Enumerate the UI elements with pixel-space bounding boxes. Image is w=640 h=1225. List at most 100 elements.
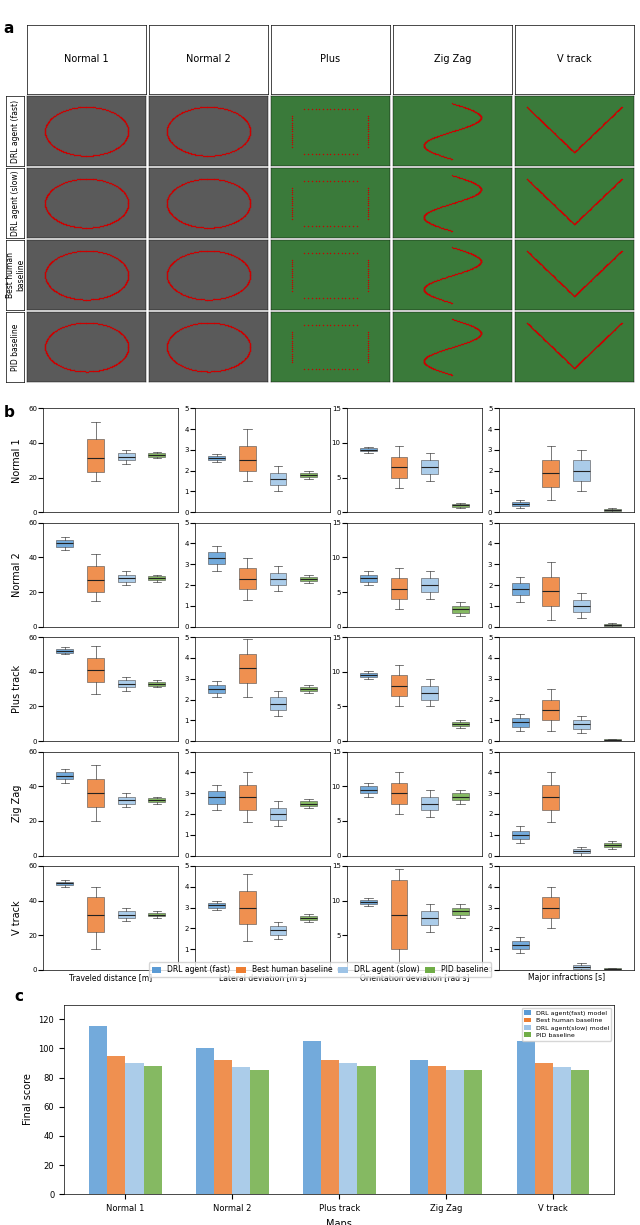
PathPatch shape [573, 461, 590, 481]
PathPatch shape [604, 624, 621, 626]
PathPatch shape [390, 578, 408, 599]
Legend: DRL agent(fast) model, Best human baseline, DRL agent(slow) model, PID baseline: DRL agent(fast) model, Best human baseli… [522, 1008, 611, 1040]
PathPatch shape [300, 801, 317, 806]
Bar [535, 1063, 553, 1194]
Bar [464, 1071, 483, 1194]
PathPatch shape [208, 903, 225, 908]
PathPatch shape [604, 968, 621, 969]
PathPatch shape [360, 900, 377, 904]
PathPatch shape [542, 897, 559, 918]
PathPatch shape [87, 897, 104, 932]
PathPatch shape [87, 658, 104, 682]
PathPatch shape [56, 772, 74, 779]
Text: PID baseline: PID baseline [11, 323, 20, 371]
PathPatch shape [512, 718, 529, 726]
PathPatch shape [542, 577, 559, 606]
Text: Normal 2: Normal 2 [12, 552, 22, 597]
PathPatch shape [421, 686, 438, 699]
PathPatch shape [269, 926, 287, 935]
PathPatch shape [239, 785, 256, 810]
Text: Normal 1: Normal 1 [65, 54, 109, 65]
PathPatch shape [421, 796, 438, 811]
PathPatch shape [360, 448, 377, 451]
Bar [196, 1049, 214, 1194]
PathPatch shape [452, 793, 469, 800]
Bar [446, 1071, 464, 1194]
PathPatch shape [512, 502, 529, 506]
PathPatch shape [208, 685, 225, 693]
PathPatch shape [87, 440, 104, 473]
Bar [321, 1060, 339, 1194]
Text: Best human
baseline: Best human baseline [6, 252, 25, 298]
PathPatch shape [118, 453, 134, 461]
PathPatch shape [118, 680, 134, 687]
X-axis label: Orientation deviation [rad·s]: Orientation deviation [rad·s] [360, 973, 469, 981]
Bar [89, 1027, 107, 1194]
Text: Plus: Plus [321, 54, 340, 65]
Bar [125, 1063, 143, 1194]
PathPatch shape [390, 675, 408, 696]
PathPatch shape [604, 740, 621, 741]
PathPatch shape [390, 880, 408, 949]
PathPatch shape [360, 575, 377, 582]
PathPatch shape [604, 510, 621, 511]
PathPatch shape [452, 908, 469, 915]
PathPatch shape [269, 572, 287, 586]
PathPatch shape [542, 785, 559, 810]
Bar [107, 1056, 125, 1194]
PathPatch shape [300, 473, 317, 477]
PathPatch shape [573, 720, 590, 729]
Bar [410, 1060, 428, 1194]
PathPatch shape [300, 687, 317, 691]
PathPatch shape [56, 649, 74, 653]
PathPatch shape [87, 566, 104, 592]
X-axis label: Maps: Maps [326, 1219, 352, 1225]
PathPatch shape [239, 568, 256, 589]
PathPatch shape [148, 799, 165, 802]
X-axis label: Major infractions [s]: Major infractions [s] [527, 973, 605, 981]
Text: a: a [3, 21, 13, 36]
PathPatch shape [421, 911, 438, 925]
Text: Plus track: Plus track [12, 665, 22, 713]
Text: DRL agent (slow): DRL agent (slow) [11, 170, 20, 236]
PathPatch shape [239, 446, 256, 470]
PathPatch shape [390, 457, 408, 478]
PathPatch shape [148, 577, 165, 579]
PathPatch shape [208, 456, 225, 461]
PathPatch shape [452, 606, 469, 612]
PathPatch shape [208, 551, 225, 565]
Text: V track: V track [12, 900, 22, 936]
Bar [516, 1041, 535, 1194]
PathPatch shape [148, 682, 165, 686]
Bar [143, 1066, 162, 1194]
PathPatch shape [118, 575, 134, 582]
Text: DRL agent (fast): DRL agent (fast) [11, 99, 20, 163]
PathPatch shape [542, 461, 559, 488]
Bar [572, 1071, 589, 1194]
X-axis label: Lateral deviation [m·s]: Lateral deviation [m·s] [219, 973, 307, 981]
PathPatch shape [421, 461, 438, 474]
PathPatch shape [118, 796, 134, 804]
Text: V track: V track [557, 54, 591, 65]
PathPatch shape [542, 699, 559, 720]
PathPatch shape [239, 891, 256, 924]
PathPatch shape [421, 578, 438, 592]
PathPatch shape [239, 654, 256, 682]
PathPatch shape [573, 965, 590, 969]
PathPatch shape [390, 783, 408, 804]
Bar [214, 1060, 232, 1194]
Bar [428, 1066, 446, 1194]
PathPatch shape [269, 473, 287, 485]
PathPatch shape [87, 779, 104, 807]
PathPatch shape [512, 583, 529, 595]
Legend: DRL agent (fast), Best human baseline, DRL agent (slow), PID baseline: DRL agent (fast), Best human baseline, D… [149, 963, 491, 978]
PathPatch shape [452, 722, 469, 726]
Bar [339, 1063, 357, 1194]
PathPatch shape [208, 791, 225, 804]
PathPatch shape [452, 503, 469, 507]
PathPatch shape [56, 882, 74, 884]
PathPatch shape [300, 577, 317, 581]
PathPatch shape [269, 807, 287, 821]
X-axis label: Traveled distance [m]: Traveled distance [m] [69, 973, 152, 981]
PathPatch shape [512, 831, 529, 839]
